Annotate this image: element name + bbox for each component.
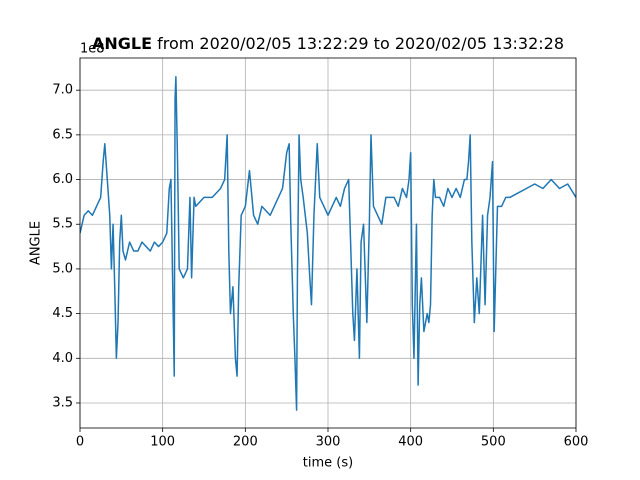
data-line — [80, 76, 576, 411]
y-tick-label: 4.5 — [52, 306, 73, 321]
x-axis-label: time (s) — [303, 456, 353, 471]
x-tick-label: 600 — [564, 435, 589, 450]
x-tick-label: 400 — [398, 435, 423, 450]
title-rest: from 2020/02/05 13:22:29 to 2020/02/05 1… — [157, 34, 564, 53]
y-tick-label: 5.0 — [52, 261, 73, 276]
x-tick-label: 0 — [76, 435, 84, 450]
title-bold: ANGLE — [92, 34, 152, 53]
plot-layer — [80, 76, 576, 411]
y-axis-label: ANGLE — [29, 221, 44, 265]
x-tick-label: 500 — [481, 435, 506, 450]
y-tick-label: 5.5 — [52, 217, 73, 232]
chart-title: ANGLE from 2020/02/05 13:22:29 to 2020/0… — [92, 34, 564, 53]
y-tick-label: 7.0 — [52, 83, 73, 98]
y-tick-label: 6.5 — [52, 127, 73, 142]
y-tick-label: 6.0 — [52, 172, 73, 187]
y-offset-label: 1e8 — [80, 42, 105, 57]
x-tick-label: 200 — [233, 435, 258, 450]
y-tick-label: 4.0 — [52, 351, 73, 366]
x-tick-label: 100 — [150, 435, 175, 450]
y-tick-label: 3.5 — [52, 395, 73, 410]
x-tick-label: 300 — [316, 435, 341, 450]
